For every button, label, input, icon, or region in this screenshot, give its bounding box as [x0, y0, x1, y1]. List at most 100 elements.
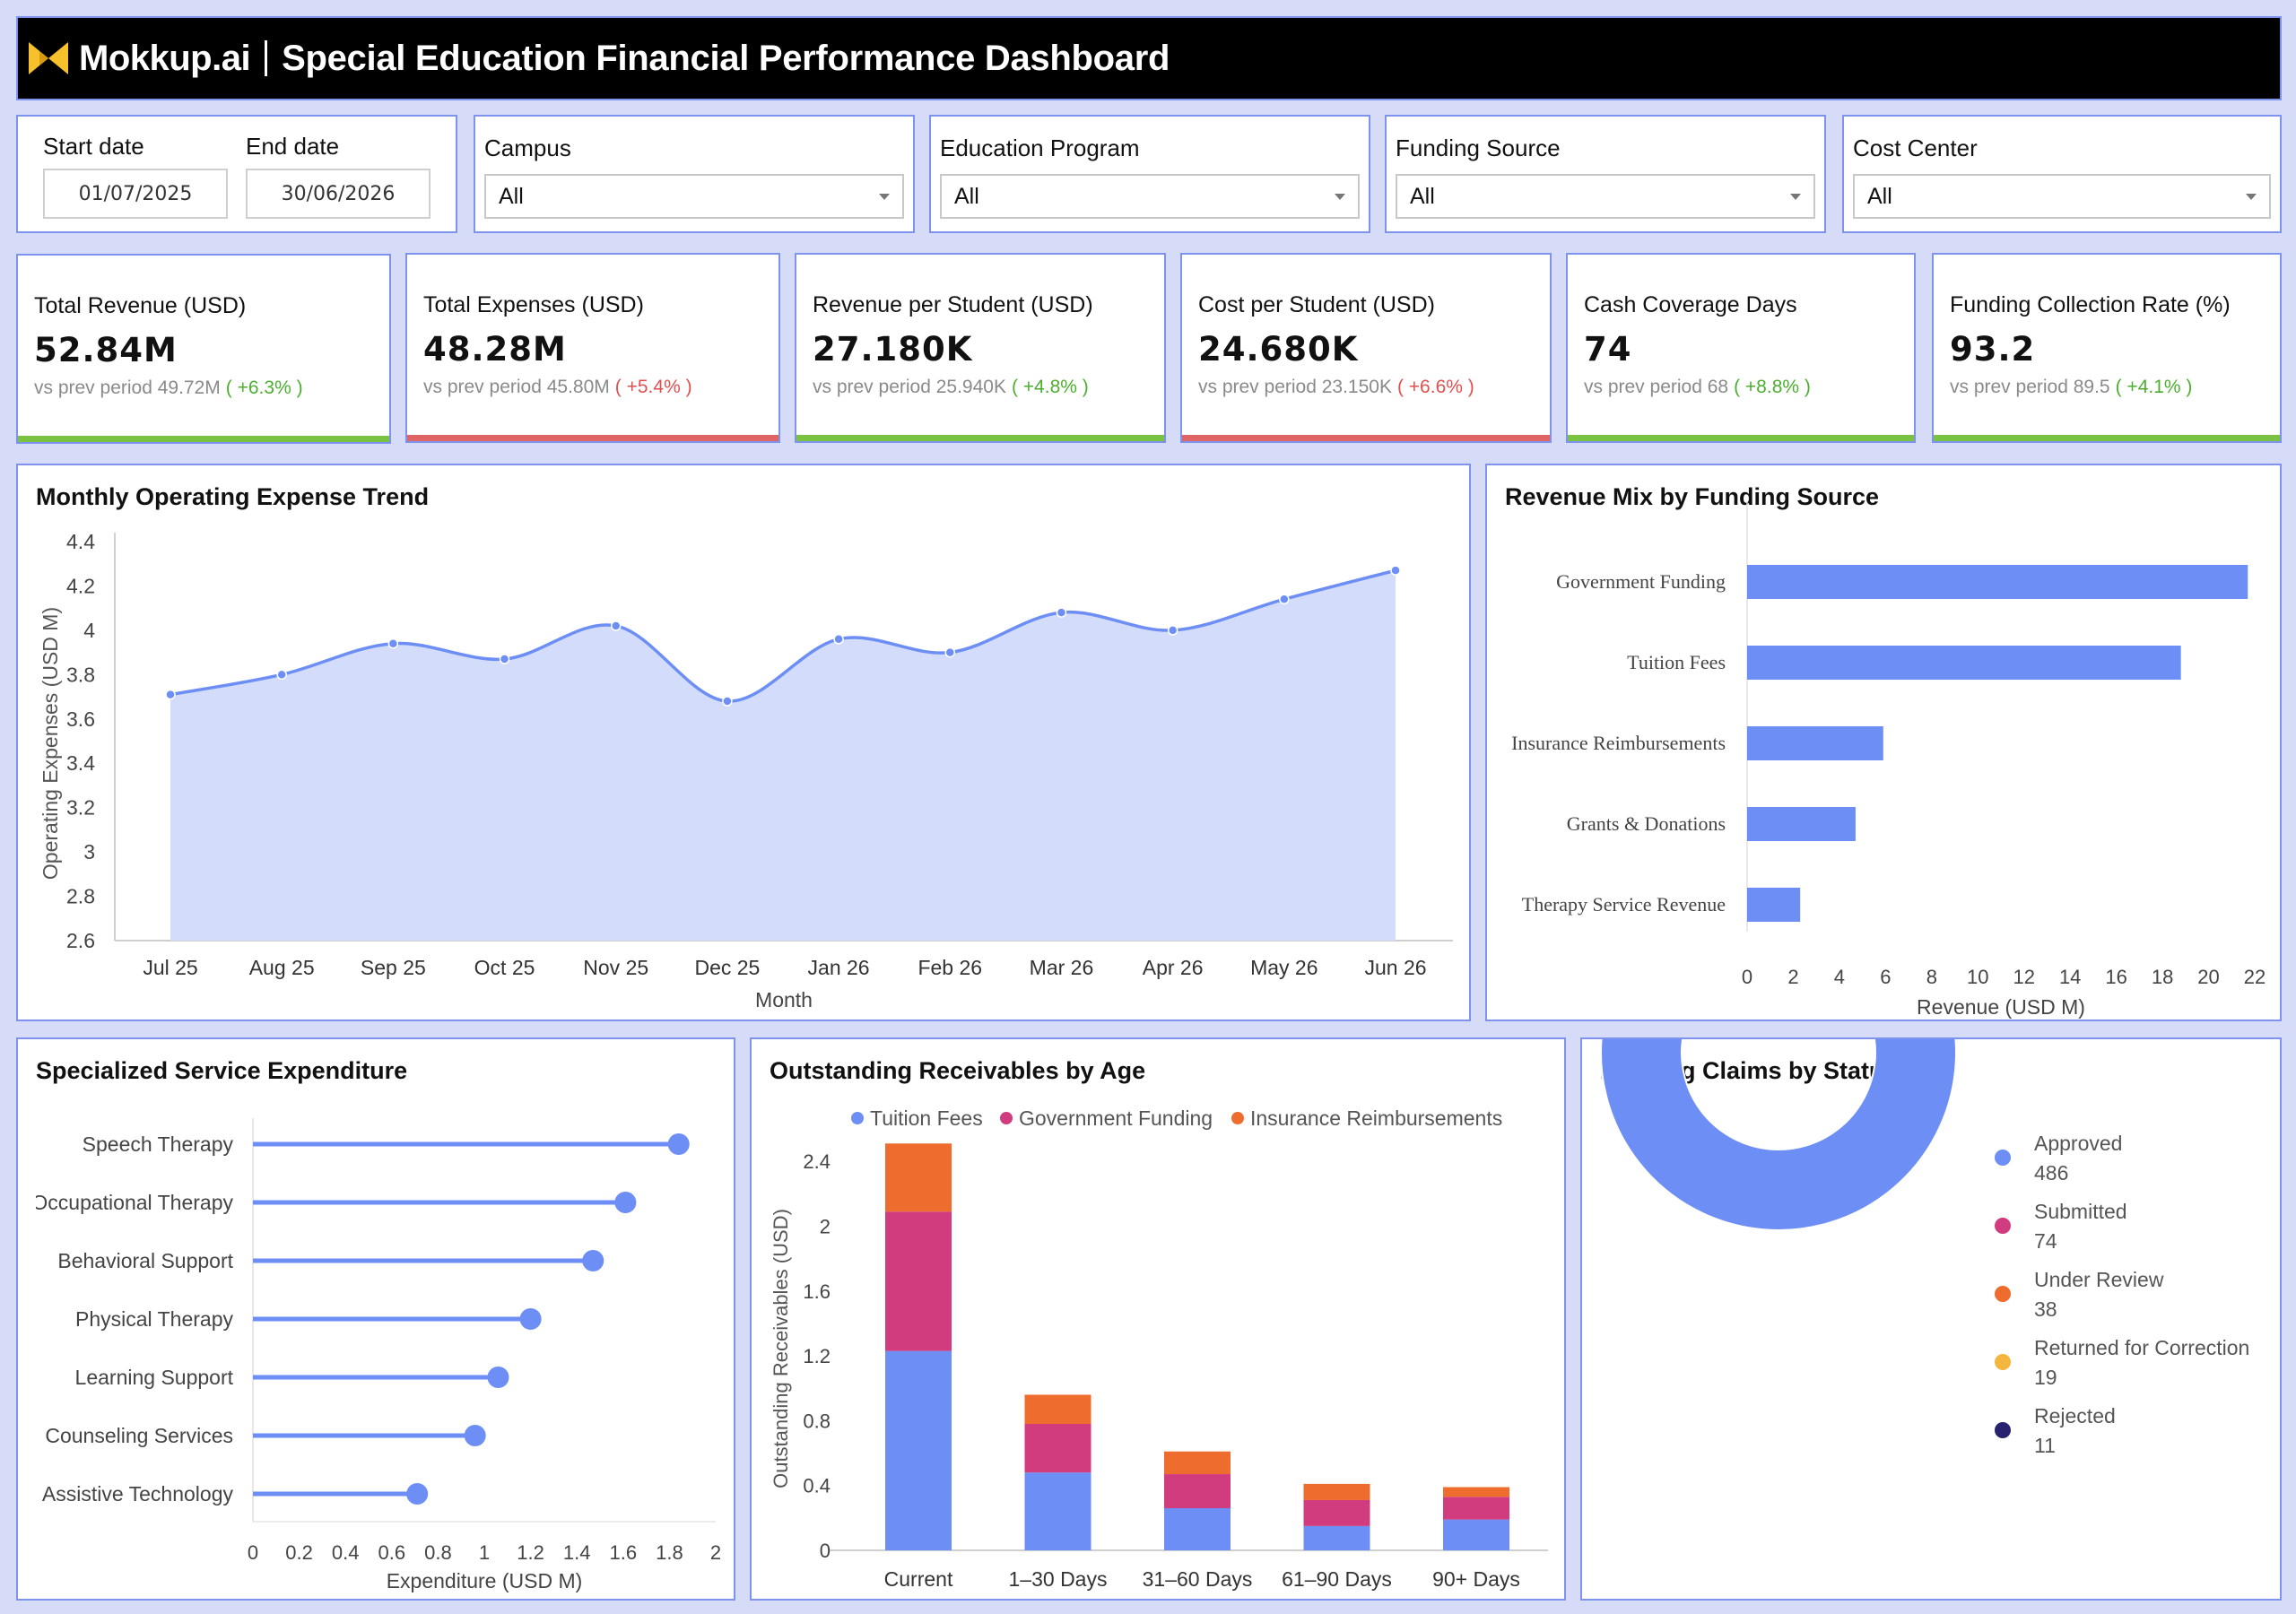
kpi-delta: ( +6.3% ) — [225, 377, 303, 398]
receivable-segment[interactable] — [885, 1211, 952, 1351]
expense-point[interactable] — [833, 634, 844, 645]
expense-point[interactable] — [165, 689, 176, 700]
receivable-segment[interactable] — [1443, 1487, 1509, 1497]
x-tick-label: May 26 — [1250, 956, 1318, 979]
kpi-prev-text: vs prev period 49.72M — [34, 377, 221, 398]
x-tick-label: 31–60 Days — [1143, 1567, 1253, 1591]
program-filter-panel: Education Program All — [929, 115, 1370, 233]
revenue-bar[interactable] — [1747, 726, 1883, 760]
legend-swatch — [1000, 1112, 1013, 1124]
kpi-value: 48.28M — [423, 330, 567, 369]
receivable-segment[interactable] — [1164, 1508, 1231, 1550]
receivable-segment[interactable] — [1164, 1474, 1231, 1508]
y-tick-label: 2.4 — [803, 1150, 831, 1173]
chevron-down-icon — [2246, 194, 2257, 200]
revenue-bar[interactable] — [1747, 565, 2248, 599]
program-select[interactable]: All — [940, 174, 1360, 219]
expense-point[interactable] — [1279, 594, 1290, 605]
x-tick-label: 0.8 — [424, 1541, 452, 1564]
campus-select[interactable]: All — [484, 174, 904, 219]
expense-point[interactable] — [276, 669, 287, 681]
lollipop-head[interactable] — [487, 1367, 509, 1388]
x-tick-label: 6 — [1880, 966, 1891, 988]
mokkup-logo-icon — [29, 42, 68, 74]
service-expenditure-title: Specialized Service Expenditure — [36, 1057, 408, 1084]
revenue-bar[interactable] — [1747, 646, 2181, 680]
y-tick-label: 1.2 — [803, 1345, 831, 1367]
receivable-segment[interactable] — [1443, 1497, 1509, 1520]
y-tick-label: 4 — [83, 619, 95, 642]
x-axis-title: Revenue (USD M) — [1917, 995, 2085, 1019]
header-bar: Mokkup.ai Special Education Financial Pe… — [16, 16, 2282, 100]
legend-value: 38 — [2034, 1297, 2057, 1321]
x-tick-label: 18 — [2152, 966, 2173, 988]
revenue-bar[interactable] — [1747, 807, 1856, 841]
lollipop-head[interactable] — [614, 1192, 637, 1213]
funding-filter-panel: Funding Source All — [1385, 115, 1826, 233]
funding-label: Funding Source — [1396, 134, 1561, 161]
y-tick-label: 3.8 — [66, 663, 95, 686]
receivable-segment[interactable] — [885, 1143, 952, 1212]
kpi-comparison: vs prev period 49.72M( +6.3% ) — [34, 377, 303, 399]
expense-point[interactable] — [722, 696, 733, 707]
kpi-comparison: vs prev period 25.940K( +4.8% ) — [813, 377, 1089, 398]
x-tick-label: 61–90 Days — [1282, 1567, 1392, 1591]
x-tick-label: 1–30 Days — [1009, 1567, 1108, 1591]
end-date-input[interactable]: 30/06/2026 — [246, 169, 430, 219]
legend-label: Insurance Reimbursements — [1250, 1106, 1502, 1130]
receivable-segment[interactable] — [1164, 1451, 1231, 1475]
revenue-mix-chart: Government Funding Tuition Fees Insurance … — [1511, 501, 2266, 1019]
kpi-title: Total Revenue (USD) — [34, 293, 247, 318]
receivable-segment[interactable] — [1303, 1525, 1370, 1550]
category-label: Learning Support — [75, 1366, 234, 1389]
lollipop-head[interactable] — [406, 1483, 429, 1505]
receivable-segment[interactable] — [1303, 1483, 1370, 1500]
x-tick-label: 2 — [1787, 966, 1798, 988]
cost-center-select[interactable]: All — [1853, 174, 2271, 219]
expense-point[interactable] — [610, 620, 622, 631]
kpi-title: Funding Collection Rate (%) — [1950, 292, 2231, 317]
y-tick-label: 3.2 — [66, 796, 95, 820]
expense-point[interactable] — [1390, 565, 1401, 576]
receivable-segment[interactable] — [1024, 1394, 1091, 1424]
y-tick-label: 0.8 — [803, 1410, 831, 1432]
receivable-segment[interactable] — [1443, 1519, 1509, 1550]
lollipop-head[interactable] — [464, 1425, 486, 1446]
lollipop-head[interactable] — [582, 1250, 604, 1271]
y-tick-label: 3.4 — [66, 751, 95, 775]
expense-point[interactable] — [387, 638, 399, 649]
expense-point[interactable] — [1167, 625, 1178, 636]
receivable-segment[interactable] — [1024, 1472, 1091, 1550]
page-title: Special Education Financial Performance … — [282, 38, 1170, 78]
start-date-input[interactable]: 01/07/2025 — [43, 169, 228, 219]
legend-label: Returned for Correction — [2034, 1336, 2249, 1359]
kpi-delta: ( +4.1% ) — [2115, 377, 2193, 397]
brand-name: Mokkup.ai — [79, 38, 251, 78]
donut-slice[interactable] — [1600, 1039, 1957, 1231]
receivable-segment[interactable] — [1024, 1424, 1091, 1473]
y-tick-label: 2.8 — [66, 885, 95, 908]
campus-label: Campus — [484, 134, 571, 161]
kpi-delta: ( +6.6% ) — [1396, 377, 1474, 397]
x-tick-label: Apr 26 — [1143, 956, 1204, 979]
funding-select[interactable]: All — [1396, 174, 1815, 219]
revenue-bar[interactable] — [1747, 888, 1801, 922]
expense-point[interactable] — [944, 646, 956, 658]
legend-swatch — [1995, 1218, 2011, 1234]
legend-label: Under Review — [2034, 1268, 2164, 1291]
kpi-card: Total Revenue (USD) 52.84M vs prev period … — [16, 254, 391, 444]
lollipop-head[interactable] — [519, 1308, 542, 1330]
lollipop-head[interactable] — [667, 1133, 690, 1155]
claims-status-panel: Funding Claims by Status Approved 486 Subm… — [1580, 1037, 2282, 1601]
funding-select-value: All — [1410, 183, 1435, 209]
x-tick-label: 14 — [2059, 966, 2081, 988]
y-tick-label: 4.4 — [66, 530, 95, 553]
kpi-delta: ( +5.4% ) — [614, 377, 692, 397]
expense-point[interactable] — [499, 654, 510, 664]
receivable-segment[interactable] — [885, 1350, 952, 1550]
x-tick-label: 0.4 — [332, 1541, 360, 1564]
receivable-segment[interactable] — [1303, 1499, 1370, 1526]
x-tick-label: 1.2 — [517, 1541, 544, 1564]
expense-point[interactable] — [1056, 607, 1067, 618]
kpi-comparison: vs prev period 23.150K( +6.6% ) — [1198, 377, 1474, 398]
